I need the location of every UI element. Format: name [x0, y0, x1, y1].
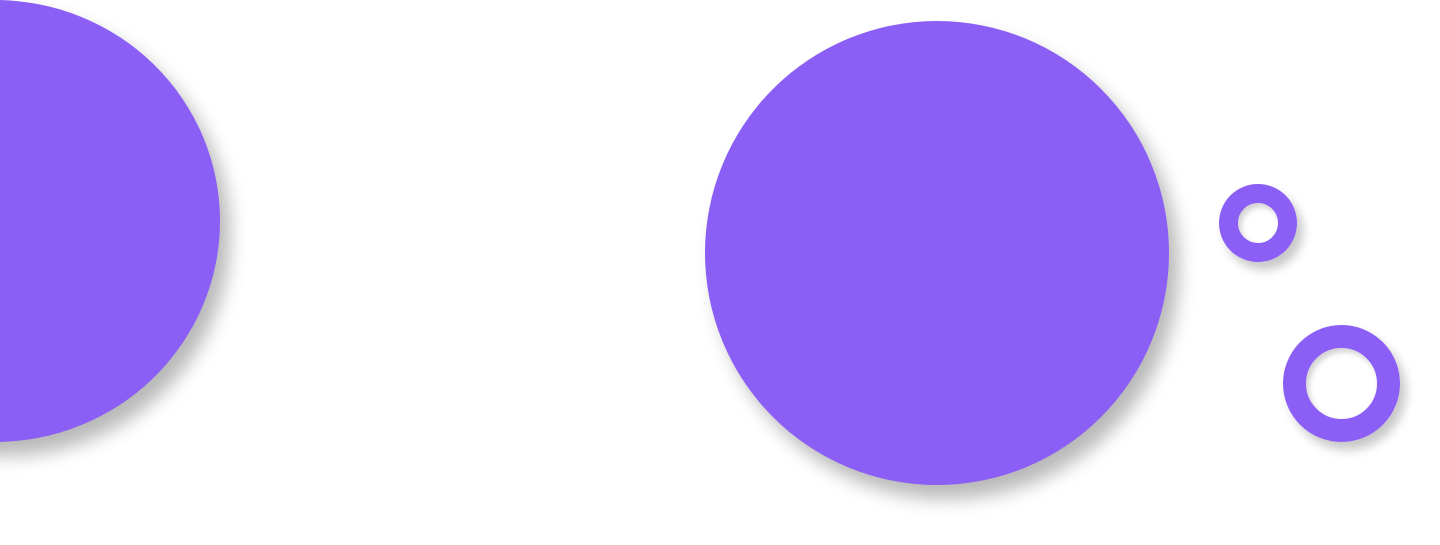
left-circle-shape [0, 0, 220, 442]
small-ring-shape [1219, 184, 1297, 262]
large-ring-shape [1283, 325, 1400, 442]
center-circle-shape [705, 21, 1169, 485]
